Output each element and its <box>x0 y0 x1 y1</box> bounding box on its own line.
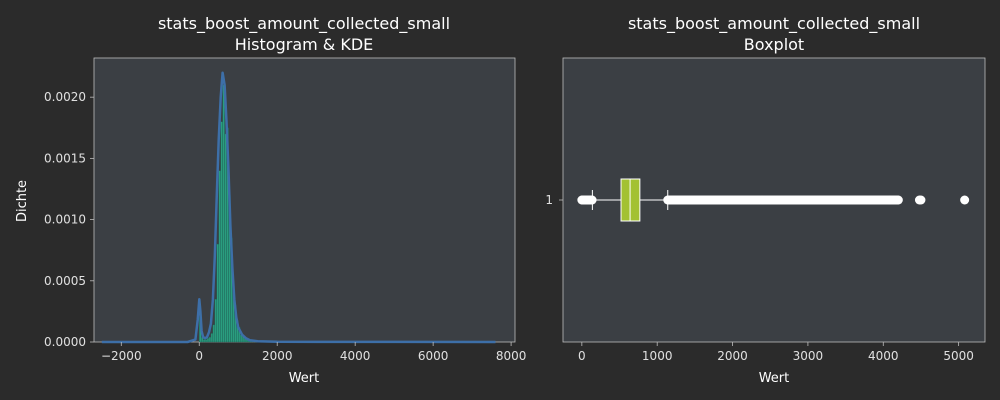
y-tick-label: 0.0005 <box>44 274 86 288</box>
x-tick-label: 4000 <box>868 349 899 363</box>
x-tick-label: 0 <box>578 349 586 363</box>
histogram-bar <box>224 133 227 343</box>
boxplot-panel: stats_boost_amount_collected_small Boxpl… <box>545 14 986 386</box>
histogram-title-line2: Histogram & KDE <box>235 35 374 54</box>
x-tick-label: 0 <box>195 349 203 363</box>
histogram-plot-area <box>93 57 516 343</box>
boxplot-title-line1: stats_boost_amount_collected_small <box>628 14 920 34</box>
histogram-bar <box>218 170 221 343</box>
histogram-y-ticks: 0.0000 0.0005 0.0010 0.0015 0.0020 <box>44 90 94 349</box>
histogram-x-ticks: −2000 0 2000 4000 6000 8000 <box>101 342 526 363</box>
x-tick-label: 2000 <box>717 349 748 363</box>
x-tick-label: 2000 <box>262 349 293 363</box>
histogram-kde-panel: stats_boost_amount_collected_small Histo… <box>15 14 526 386</box>
histogram-bars <box>199 84 258 343</box>
outlier-point <box>960 195 970 205</box>
x-tick-label: 1000 <box>642 349 673 363</box>
x-tick-label: 8000 <box>496 349 527 363</box>
histogram-x-axis-label: Wert <box>289 371 320 386</box>
histogram-bar <box>210 333 214 343</box>
boxplot-x-axis-label: Wert <box>759 371 790 386</box>
histogram-bar <box>220 121 223 343</box>
boxplot-y-ticks: 1 <box>545 193 563 207</box>
outlier-point <box>916 195 926 205</box>
boxplot-box <box>591 178 669 222</box>
x-tick-label: 6000 <box>418 349 449 363</box>
x-tick-label: −2000 <box>101 349 142 363</box>
histogram-bar <box>212 324 216 343</box>
outlier-point <box>893 195 903 205</box>
y-tick-label: 0.0000 <box>44 335 86 349</box>
kde-line <box>101 71 496 344</box>
histogram-bar <box>216 243 219 343</box>
histogram-bar <box>214 298 217 343</box>
y-tick-label: 0.0015 <box>44 151 86 165</box>
boxplot-title-line2: Boxplot <box>744 35 804 54</box>
x-tick-label: 3000 <box>793 349 824 363</box>
x-tick-label: 5000 <box>943 349 974 363</box>
histogram-title-line1: stats_boost_amount_collected_small <box>158 14 450 34</box>
y-tick-label: 1 <box>545 193 553 207</box>
histogram-bar <box>206 338 210 343</box>
histogram-bar <box>202 339 206 343</box>
boxplot-x-ticks: 0 1000 2000 3000 4000 5000 <box>578 342 974 363</box>
y-tick-label: 0.0010 <box>44 213 86 227</box>
y-tick-label: 0.0020 <box>44 90 86 104</box>
x-tick-label: 4000 <box>340 349 371 363</box>
boxplot-outliers <box>577 195 970 205</box>
histogram-bar <box>222 84 225 343</box>
histogram-y-axis-label: Dichte <box>15 180 30 222</box>
histogram-bar <box>208 336 212 343</box>
kde-curve <box>101 71 496 344</box>
histogram-bar <box>204 339 208 343</box>
